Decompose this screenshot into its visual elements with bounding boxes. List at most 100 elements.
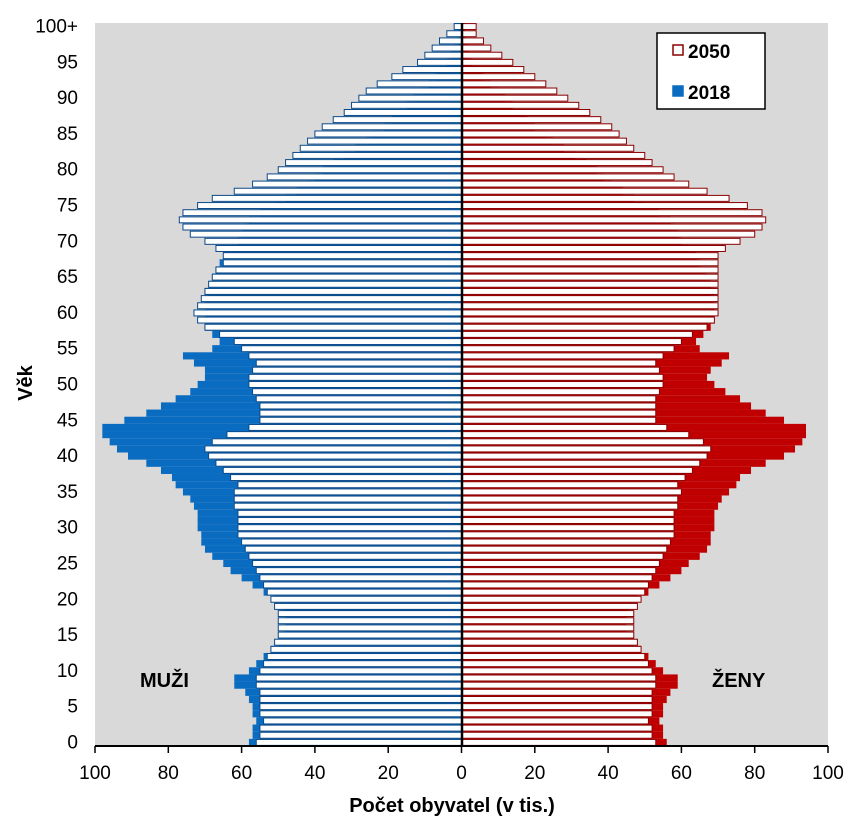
bar-2050-female-age-41	[461, 445, 712, 453]
bar-2050-female-age-33	[461, 502, 679, 510]
bar-2050-male-age-100	[453, 23, 463, 31]
x-tick-label-1: 80	[158, 763, 179, 784]
bar-2050-male-age-29	[237, 531, 462, 539]
bar-2050-female-age-79	[461, 173, 675, 181]
bar-2050-male-age-8	[255, 681, 463, 689]
y-tick-label-5: 25	[57, 553, 78, 574]
bar-2050-female-age-0	[461, 738, 657, 746]
bar-2050-male-age-71	[189, 230, 462, 238]
bar-2050-female-age-9	[461, 674, 657, 682]
bar-2050-male-age-43	[226, 431, 462, 439]
bar-2050-female-age-18	[461, 610, 635, 618]
bar-2050-female-age-11	[461, 660, 649, 668]
bar-2050-female-age-36	[461, 481, 679, 489]
bar-2050-female-age-92	[461, 80, 547, 88]
bar-2050-female-age-60	[461, 309, 719, 317]
bar-2050-female-age-45	[461, 416, 657, 424]
bar-2050-male-age-2	[259, 724, 462, 732]
bar-2050-male-age-97	[431, 44, 462, 52]
bar-2050-female-age-86	[461, 123, 613, 131]
bar-2050-male-age-26	[248, 552, 462, 560]
bar-2050-female-age-35	[461, 488, 682, 496]
bar-2050-male-age-85	[314, 130, 462, 138]
x-ticks-group: 100 80 60 40 20 0 20 40 60 80 100	[79, 746, 844, 784]
bar-2050-male-age-88	[343, 109, 462, 116]
bar-2050-male-age-3	[263, 717, 462, 725]
bar-2050-female-age-53	[461, 359, 657, 367]
bar-2050-male-age-73	[178, 216, 462, 224]
bar-2050-male-age-53	[255, 359, 463, 367]
y-tick-label-18: 90	[57, 88, 78, 109]
y-tick-label-12: 60	[57, 303, 78, 324]
bar-2050-male-age-59	[197, 316, 462, 324]
bar-2050-female-age-77	[461, 187, 708, 195]
bar-2050-male-age-70	[204, 237, 462, 245]
bar-2050-female-age-66	[461, 266, 719, 274]
bar-2050-male-age-80	[277, 166, 462, 174]
bar-2050-male-age-75	[197, 202, 462, 210]
bar-2050-female-age-20	[461, 595, 642, 603]
bar-2050-female-age-2	[461, 724, 653, 732]
bar-2050-female-age-49	[461, 388, 660, 396]
bar-2050-female-age-43	[461, 431, 690, 439]
bar-2050-female-age-99	[461, 30, 477, 38]
bar-2050-male-age-86	[321, 123, 463, 131]
bar-2050-male-age-19	[274, 602, 462, 610]
x-tick-label-2: 60	[231, 763, 252, 784]
legend: 2050 2018	[656, 32, 766, 110]
bar-2050-female-age-4	[461, 710, 653, 718]
bar-2050-male-age-17	[277, 617, 462, 625]
bar-2050-male-age-15	[277, 631, 462, 639]
bar-2050-male-age-39	[215, 459, 462, 467]
bar-2050-female-age-58	[461, 323, 708, 331]
bar-2050-male-age-32	[237, 509, 462, 517]
y-tick-label-10: 50	[57, 375, 78, 396]
bar-2050-female-age-21	[461, 588, 646, 596]
bar-2050-male-age-54	[248, 352, 462, 360]
bar-2050-female-age-48	[461, 395, 657, 403]
females-label: ŽENY	[712, 668, 766, 692]
bar-2050-male-age-41	[204, 445, 462, 453]
bar-2050-female-age-87	[461, 116, 602, 124]
bar-2050-female-age-3	[461, 717, 649, 725]
bar-2050-male-age-28	[241, 538, 462, 546]
bar-2050-male-age-16	[277, 624, 462, 632]
bar-2050-male-age-93	[391, 73, 462, 81]
bar-2050-male-age-38	[222, 466, 462, 474]
bar-2050-male-age-55	[241, 345, 462, 353]
bar-2050-male-age-47	[259, 402, 462, 410]
bar-2050-male-age-36	[237, 481, 462, 489]
bar-2050-male-age-57	[219, 330, 462, 338]
bar-2050-male-age-50	[248, 381, 462, 388]
bar-2050-male-age-13	[270, 645, 463, 653]
bar-2050-female-age-8	[461, 681, 657, 689]
bar-2050-male-age-89	[351, 101, 462, 109]
bar-2050-male-age-20	[270, 595, 463, 603]
bar-2050-female-age-10	[461, 667, 653, 675]
bar-2050-female-age-62	[461, 295, 719, 303]
y-tick-label-1: 5	[67, 697, 78, 718]
bar-2050-male-age-6	[259, 695, 462, 703]
bar-2050-male-age-11	[263, 660, 462, 668]
bar-2050-female-age-7	[461, 688, 653, 696]
bar-2050-female-age-42	[461, 438, 704, 446]
bar-2050-female-age-72	[461, 223, 763, 231]
bar-2050-female-age-91	[461, 87, 558, 95]
bar-2050-female-age-63	[461, 287, 719, 295]
bar-2050-female-age-47	[461, 402, 657, 410]
bar-2050-male-age-34	[233, 495, 462, 503]
y-tick-label-0: 0	[67, 732, 78, 753]
bar-2050-male-age-83	[299, 144, 462, 152]
bar-2050-female-age-69	[461, 245, 726, 252]
bar-2050-male-age-68	[222, 252, 462, 260]
bar-2050-male-age-52	[252, 366, 462, 374]
bar-2050-male-age-69	[215, 245, 462, 252]
bar-2050-male-age-24	[255, 567, 463, 575]
bar-2050-male-age-76	[211, 194, 462, 202]
bar-2050-female-age-17	[461, 617, 635, 625]
y-tick-label-16: 80	[57, 160, 78, 181]
bar-2050-female-age-100	[461, 23, 477, 31]
bar-2050-female-age-78	[461, 180, 690, 188]
bar-2050-male-age-81	[285, 159, 462, 167]
bar-2050-female-age-73	[461, 216, 767, 224]
